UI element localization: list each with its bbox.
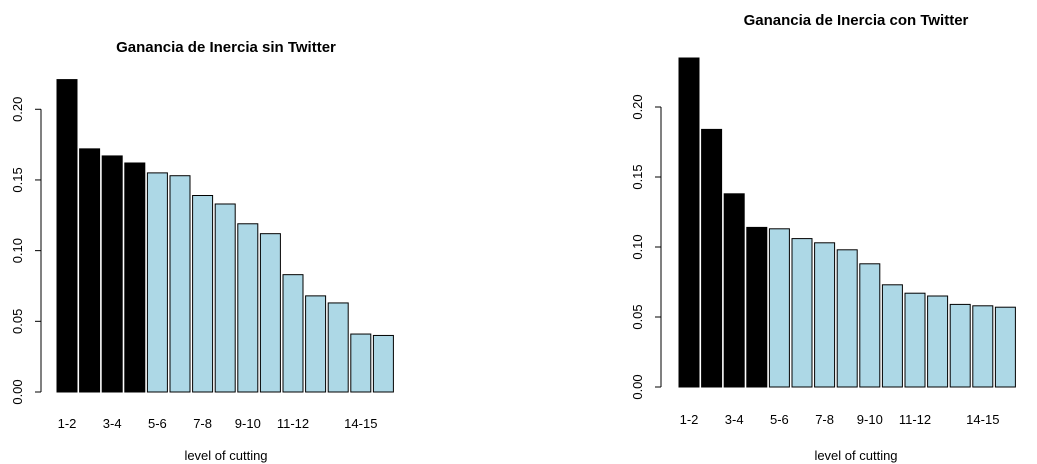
- bar: [881, 284, 903, 388]
- bar: [678, 57, 700, 388]
- bar: [972, 305, 994, 388]
- bar: [768, 228, 790, 388]
- y-tick-label: 0.05: [630, 304, 645, 329]
- x-axis: 1-2 3-4 5-6 7-8 9-10 11-12 14-15: [680, 412, 1000, 427]
- x-tick-label: 9-10: [235, 416, 261, 431]
- bars: [56, 79, 394, 393]
- x-tick-label: 7-8: [815, 412, 834, 427]
- bar: [192, 195, 214, 393]
- y-tick-label: 0.15: [630, 164, 645, 189]
- x-tick-label: 14-15: [966, 412, 999, 427]
- bar: [214, 203, 236, 393]
- y-tick-label: 0.10: [10, 238, 25, 263]
- y-tick-label: 0.05: [10, 309, 25, 334]
- bar: [146, 172, 168, 393]
- y-tick-label: 0.00: [10, 379, 25, 404]
- bar: [791, 238, 813, 388]
- chart-title: Ganancia de Inercia sin Twitter: [116, 39, 336, 56]
- bar: [124, 162, 146, 393]
- y-axis: 0.00 0.05 0.10 0.15 0.20: [10, 97, 42, 405]
- bar: [723, 193, 745, 388]
- bar: [56, 79, 78, 393]
- bar: [237, 223, 259, 393]
- x-tick-label: 3-4: [725, 412, 744, 427]
- x-tick-label: 9-10: [857, 412, 883, 427]
- bar: [305, 295, 327, 393]
- bar: [259, 233, 281, 393]
- y-tick-label: 0.15: [10, 167, 25, 192]
- bar: [859, 263, 881, 388]
- bar: [701, 128, 723, 388]
- x-tick-label: 11-12: [899, 412, 931, 427]
- y-tick-label: 0.00: [630, 374, 645, 399]
- bar: [927, 295, 949, 388]
- x-tick-label: 1-2: [58, 416, 77, 431]
- x-axis-label: level of cutting: [814, 448, 897, 463]
- y-tick-label: 0.20: [10, 97, 25, 122]
- x-tick-label: 11-12: [277, 416, 309, 431]
- bar: [169, 175, 191, 393]
- y-axis: 0.00 0.05 0.10 0.15 0.20: [630, 94, 662, 400]
- bar: [101, 155, 123, 393]
- bars: [678, 57, 1016, 388]
- bar: [746, 226, 768, 388]
- bar: [949, 303, 971, 388]
- x-tick-label: 14-15: [344, 416, 377, 431]
- bar: [904, 292, 926, 388]
- chart-sin-twitter: Ganancia de Inercia sin Twitter level of…: [10, 39, 394, 463]
- bar: [282, 274, 304, 393]
- chart-con-twitter: Ganancia de Inercia con Twitter level of…: [630, 12, 1016, 463]
- bar: [994, 306, 1016, 388]
- y-tick-label: 0.20: [630, 94, 645, 119]
- x-axis: 1-2 3-4 5-6 7-8 9-10 11-12 14-15: [58, 416, 378, 431]
- x-tick-label: 5-6: [770, 412, 789, 427]
- x-tick-label: 5-6: [148, 416, 167, 431]
- bar: [814, 242, 836, 388]
- bar: [327, 302, 349, 393]
- bar: [372, 334, 394, 393]
- x-tick-label: 7-8: [193, 416, 212, 431]
- x-tick-label: 3-4: [103, 416, 122, 431]
- bar: [836, 249, 858, 388]
- x-tick-label: 1-2: [680, 412, 699, 427]
- bar: [79, 148, 101, 393]
- y-tick-label: 0.10: [630, 234, 645, 259]
- chart-title: Ganancia de Inercia con Twitter: [744, 12, 969, 29]
- bar: [350, 333, 372, 393]
- x-axis-label: level of cutting: [184, 448, 267, 463]
